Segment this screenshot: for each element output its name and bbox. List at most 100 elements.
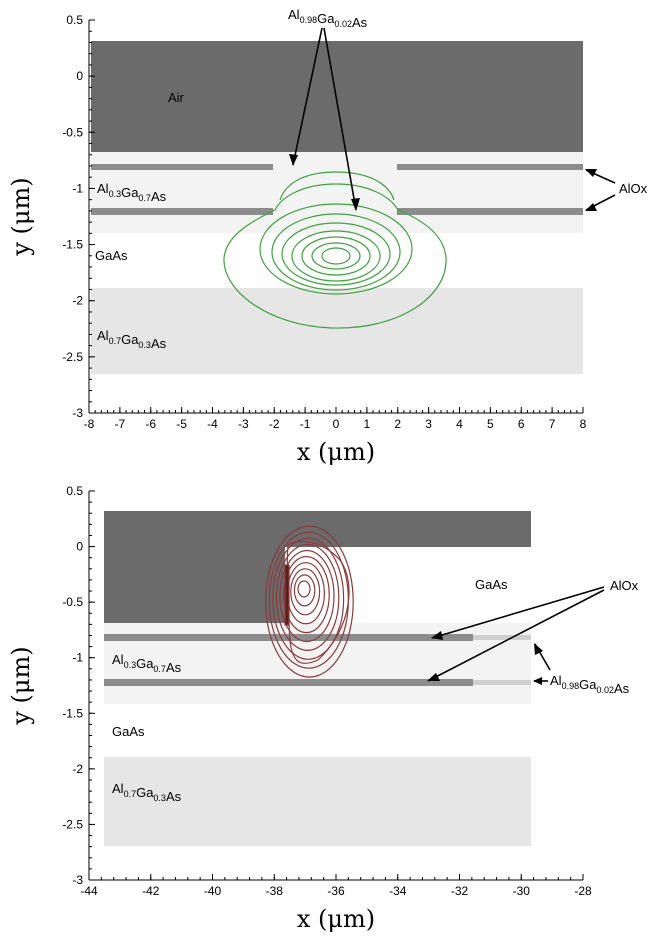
x-tick-label: -7 <box>115 417 126 431</box>
x-tick-label: -44 <box>80 884 98 898</box>
y-axis-label: y (μm) <box>7 177 35 256</box>
al098-strip <box>473 635 531 640</box>
gaas-label: GaAs <box>112 724 145 739</box>
contour-line <box>297 580 311 598</box>
contour-line <box>275 543 340 652</box>
annotation-arrow <box>427 589 605 682</box>
contour-line <box>271 213 401 291</box>
contour-line <box>321 247 351 265</box>
x-tick-label: 7 <box>549 417 556 431</box>
y-tick-label: 0 <box>76 540 83 554</box>
y-tick-label: 0.5 <box>66 484 83 498</box>
alox-strip <box>91 164 273 170</box>
algaas-07-label: Al0.7Ga0.3As <box>112 781 182 804</box>
arrow-head <box>427 673 440 681</box>
x-axis-label: x (μm) <box>297 905 375 933</box>
y-tick-label: -1.5 <box>62 238 83 252</box>
annotation-arrow <box>431 586 605 639</box>
contour-line <box>281 222 391 286</box>
alox-strip <box>397 208 583 215</box>
x-tick-label: 6 <box>518 417 525 431</box>
x-tick-label: 1 <box>364 417 371 431</box>
x-tick-label: -40 <box>204 884 222 898</box>
algaas-07-label: Al0.7Ga0.3As <box>97 328 167 351</box>
field-edge <box>284 564 290 626</box>
arrow-head <box>351 198 360 211</box>
y-tick-label: -1 <box>72 181 83 195</box>
y-tick-label: 0.5 <box>66 13 83 27</box>
gaas-label: GaAs <box>95 248 128 263</box>
contour-line <box>311 242 361 270</box>
x-tick-label: -5 <box>176 417 187 431</box>
air-region <box>104 547 285 623</box>
x-tick-label: -3 <box>238 417 249 431</box>
arrow-head <box>585 203 597 211</box>
x-tick-label: -36 <box>327 884 345 898</box>
x-tick-label: -34 <box>389 884 407 898</box>
contour-line <box>290 568 321 616</box>
contour-line <box>283 555 330 634</box>
air-region <box>104 511 531 547</box>
x-tick-label: -8 <box>84 417 95 431</box>
alox-label: AlOx <box>619 181 648 196</box>
air-region <box>91 41 583 152</box>
y-tick-label: 0 <box>76 69 83 83</box>
x-axis-label: x (μm) <box>297 438 375 466</box>
contour-line <box>272 537 345 660</box>
alox-label: AlOx <box>610 578 639 593</box>
x-tick-label: -38 <box>266 884 284 898</box>
mode-contours <box>223 171 447 329</box>
alox-strip <box>91 208 273 215</box>
alox-strip <box>104 679 473 686</box>
y-tick-label: -2.5 <box>62 817 83 831</box>
x-tick-label: 8 <box>580 417 587 431</box>
y-tick-label: -1.5 <box>62 706 83 720</box>
contour-line <box>279 171 395 201</box>
x-tick-label: 0 <box>333 417 340 431</box>
y-tick-label: -2 <box>72 762 83 776</box>
algaas-07-region <box>104 757 531 846</box>
y-tick-label: -3 <box>72 406 83 420</box>
top-axes: -8 -7 -6 -5 -4 -3 -2 -1 0 1 2 3 4 5 6 7 8 0.5 0 -0.5 -1 -1.5 -… <box>7 13 587 466</box>
alox-strip <box>104 634 473 641</box>
contour-line <box>301 236 371 276</box>
y-axis-label: y (μm) <box>7 646 35 725</box>
al098-label: Al0.98Ga0.02As <box>550 673 630 696</box>
arrow-head <box>289 154 298 166</box>
contour-line <box>279 549 335 643</box>
contour-line <box>223 183 447 329</box>
algaas-03-label: Al0.3Ga0.7As <box>97 181 167 204</box>
x-tick-label: -42 <box>142 884 160 898</box>
x-tick-label: 4 <box>456 417 463 431</box>
top-panel: Air Al0.3Ga0.7As GaAs Al0.7Ga0.3As AlOx … <box>7 7 648 466</box>
x-tick-label: -28 <box>574 884 592 898</box>
arrow-head <box>585 169 597 177</box>
contour-line <box>265 525 354 678</box>
bottom-panel: GaAs Al0.3Ga0.7As GaAs Al0.7Ga0.3As AlOx… <box>7 484 639 933</box>
y-tick-label: -0.5 <box>62 595 83 609</box>
air-label: Air <box>168 90 185 105</box>
x-tick-label: -32 <box>451 884 469 898</box>
y-tick-label: -2 <box>72 294 83 308</box>
annotation-arrow <box>292 27 323 166</box>
contour-line <box>259 203 413 295</box>
annotation-arrow <box>323 27 357 211</box>
x-tick-label: 5 <box>487 417 494 431</box>
x-tick-label: -1 <box>300 417 311 431</box>
x-tick-label: 3 <box>425 417 432 431</box>
algaas-07-region <box>91 288 583 374</box>
gaas-region <box>91 233 583 288</box>
x-tick-label: -6 <box>145 417 156 431</box>
contour-line <box>291 230 381 282</box>
contour-line <box>293 574 316 607</box>
alox-strip <box>397 164 583 170</box>
al098-label: Al0.98Ga0.02As <box>288 7 368 30</box>
y-tick-label: -0.5 <box>62 125 83 139</box>
mode-contours <box>265 525 354 678</box>
algaas-03-label: Al0.3Ga0.7As <box>112 652 182 675</box>
x-tick-label: 2 <box>394 417 401 431</box>
y-tick-label: -1 <box>72 651 83 665</box>
bottom-axes: -44 -42 -40 -38 -36 -34 -32 -30 -28 0.5 0 -0.5 -1 -1.… <box>7 484 592 933</box>
